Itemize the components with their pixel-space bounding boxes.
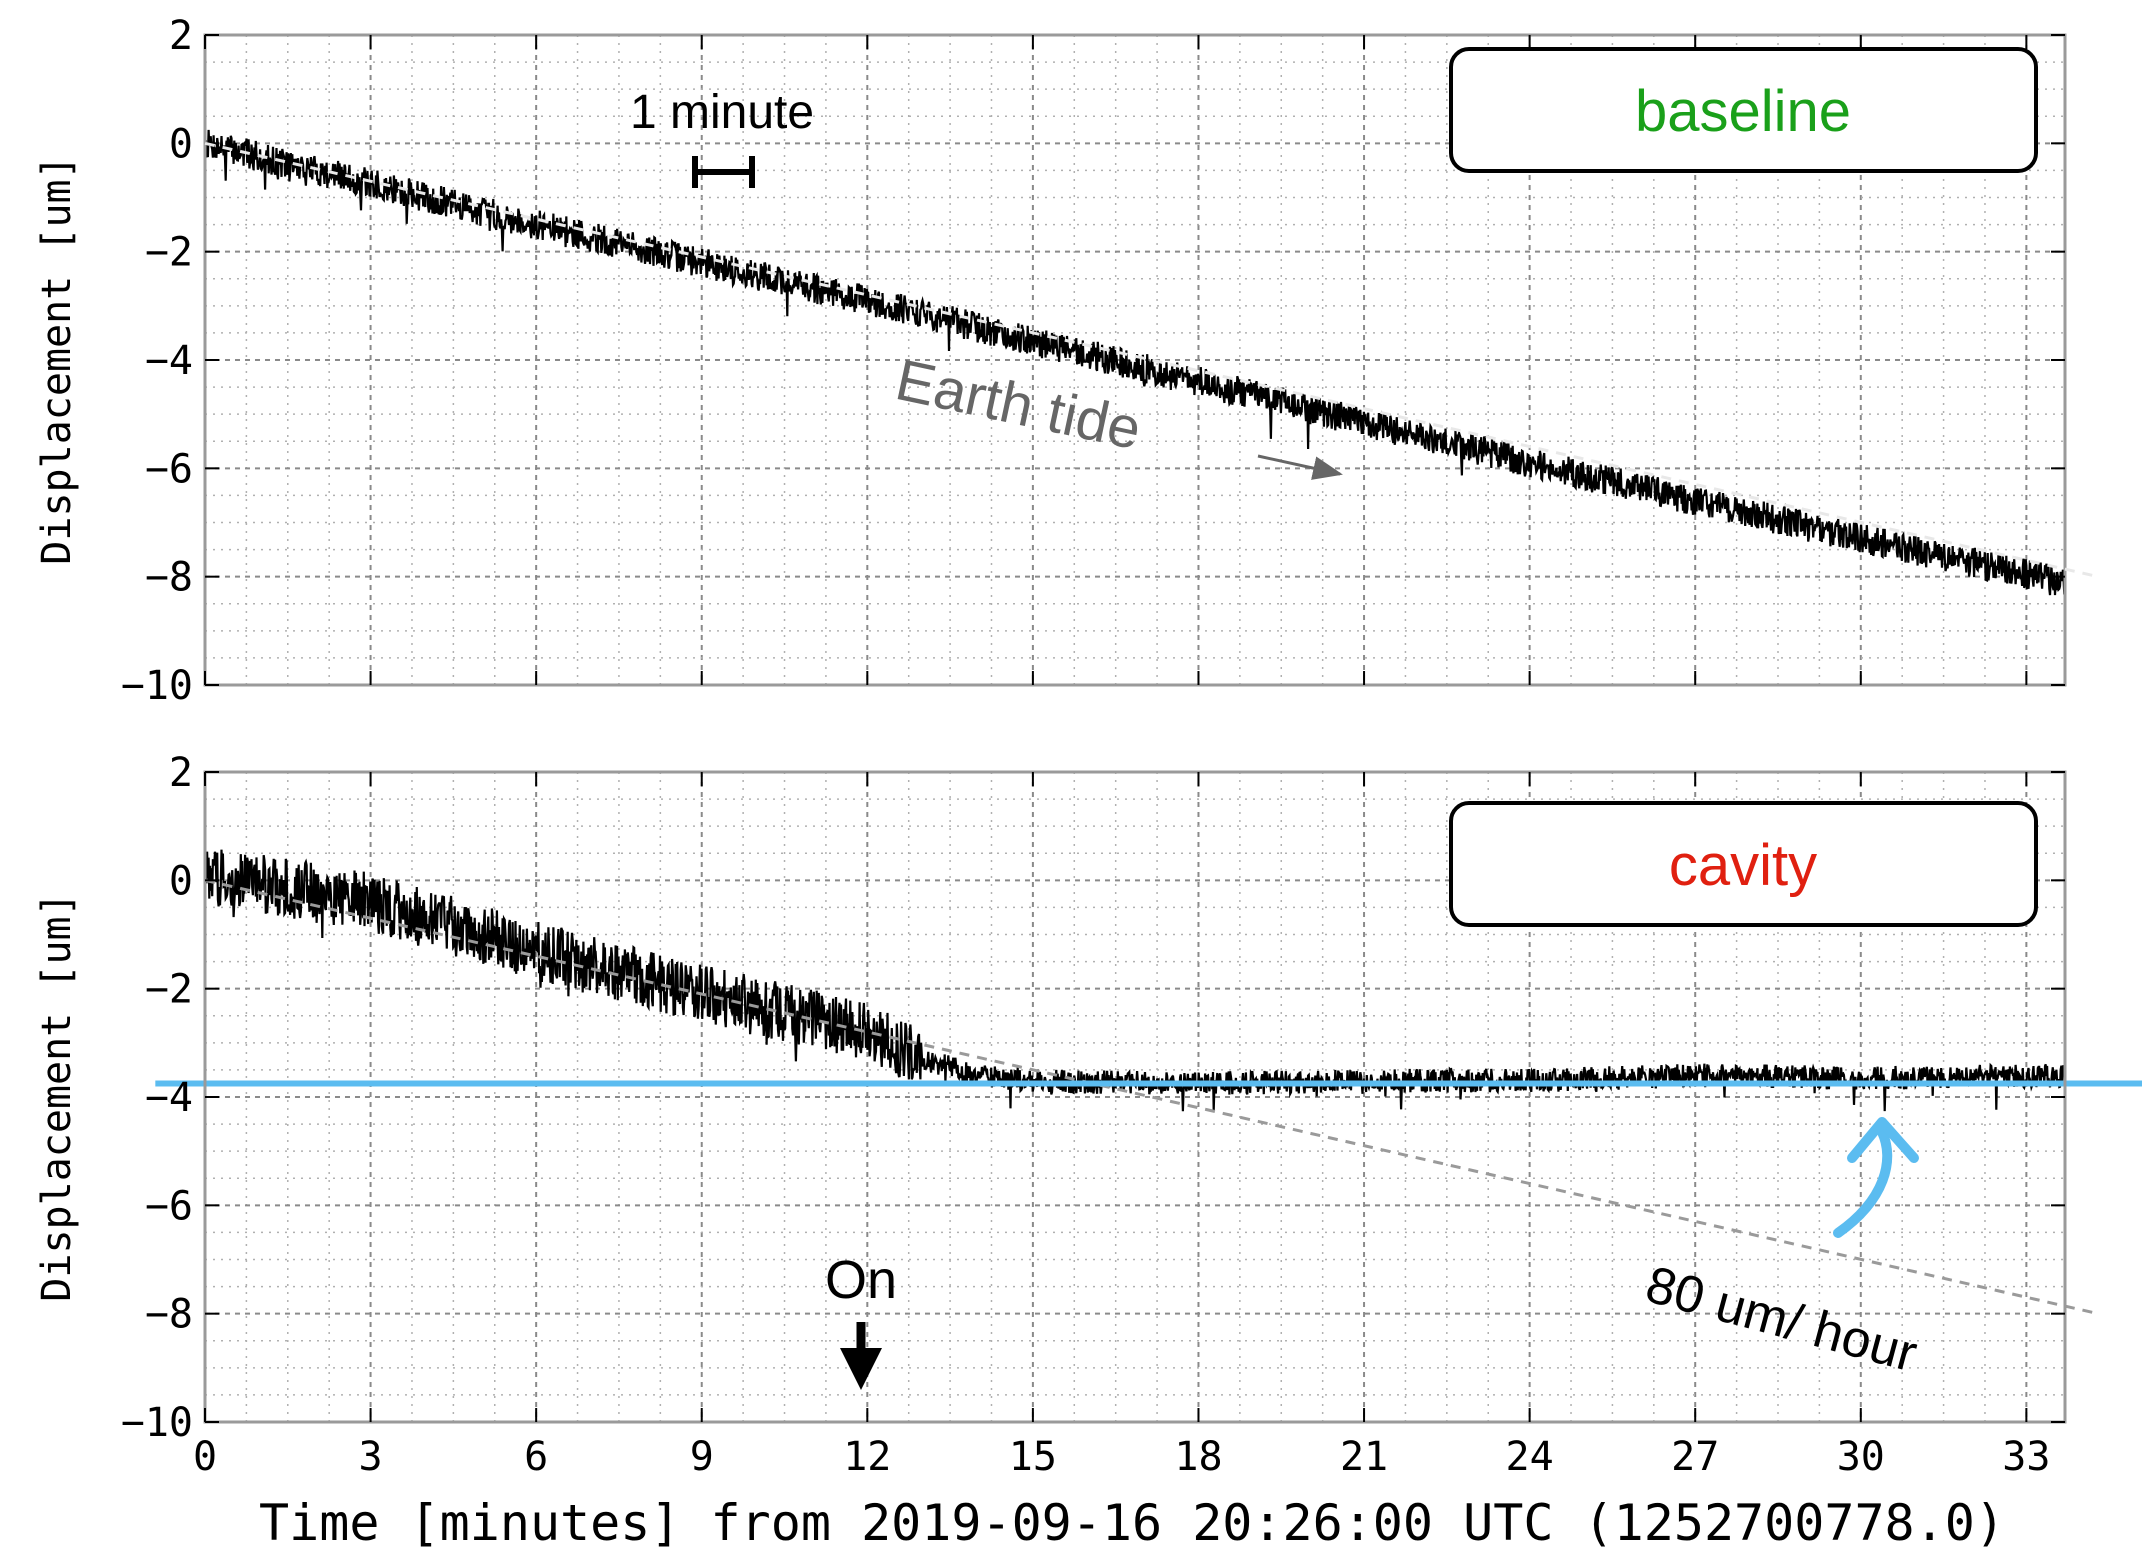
on-marker-label: On [825, 1250, 897, 1310]
ytick-label: −2 [145, 967, 193, 1013]
ytick-label: −6 [145, 1183, 193, 1229]
xtick-label: 15 [1009, 1434, 1057, 1480]
ytick-label: −4 [145, 338, 193, 384]
ytick-labels-top: 2 0 −2 −4 −6 −8 −10 [121, 13, 193, 709]
xtick-label: 12 [843, 1434, 891, 1480]
xtick-label: 27 [1671, 1434, 1719, 1480]
series-group-bottom [155, 849, 2142, 1316]
panel-bottom: 2 0 −2 −4 −6 −8 −10 0 3 6 9 12 15 18 21 24 27 30 33 Displ… [34, 750, 2142, 1480]
xtick-label: 33 [2002, 1434, 2050, 1480]
ytick-label: −8 [145, 555, 193, 601]
ytick-label: 0 [169, 858, 193, 904]
ytick-label: −2 [145, 230, 193, 276]
xtick-label: 18 [1174, 1434, 1222, 1480]
rate-label: 80 um/ hour [1640, 1256, 1923, 1384]
grid-bottom [205, 772, 2065, 1422]
grid-top [205, 35, 2065, 685]
ytick-label: −10 [121, 663, 193, 709]
earth-tide-arrow [1257, 454, 1343, 480]
tick-marks-bottom [204, 771, 2065, 1423]
label-cavity: cavity [1669, 833, 1817, 898]
ytick-label: −6 [145, 446, 193, 492]
xtick-label: 0 [193, 1434, 217, 1480]
panel-top: 2 0 −2 −4 −6 −8 −10 Displacement [um] baseline… [34, 13, 2067, 709]
x-axis-label: Time [minutes] from 2019-09-16 20:26:00 … [259, 1494, 2005, 1552]
ytick-label: 2 [169, 750, 193, 796]
ytick-label: 2 [169, 13, 193, 59]
curved-arrow-icon [1833, 1117, 1919, 1238]
label-baseline: baseline [1635, 79, 1851, 144]
on-arrow-icon [840, 1322, 882, 1390]
y-axis-label-top: Displacement [um] [34, 155, 80, 564]
xtick-label: 3 [359, 1434, 383, 1480]
data-trace-top [205, 129, 2065, 596]
label-box-cavity: cavity [1449, 801, 2038, 927]
scale-bar [692, 156, 755, 188]
xtick-label: 21 [1340, 1434, 1388, 1480]
scale-bar-label: 1 minute [630, 86, 814, 139]
y-axis-label-bottom: Displacement [um] [34, 892, 80, 1301]
tick-marks-top [204, 34, 2065, 686]
xtick-label: 30 [1837, 1434, 1885, 1480]
xtick-label: 6 [524, 1434, 548, 1480]
ytick-label: −4 [145, 1075, 193, 1121]
ytick-label: −10 [121, 1400, 193, 1446]
xtick-label: 24 [1506, 1434, 1554, 1480]
label-box-baseline: baseline [1449, 47, 2038, 173]
ytick-label: −8 [145, 1292, 193, 1338]
xtick-label: 9 [690, 1434, 714, 1480]
xtick-labels-bottom: 0 3 6 9 12 15 18 21 24 27 30 33 [193, 1434, 2050, 1480]
series-group-top [205, 129, 2065, 596]
ytick-labels-bottom: 2 0 −2 −4 −6 −8 −10 [121, 750, 193, 1446]
ytick-label: 0 [169, 121, 193, 167]
